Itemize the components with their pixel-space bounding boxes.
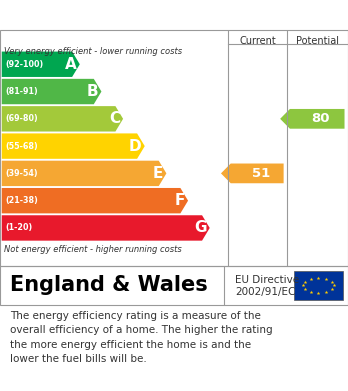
Text: G: G bbox=[194, 221, 207, 235]
Text: England & Wales: England & Wales bbox=[10, 275, 208, 296]
Bar bbox=[294, 271, 343, 300]
Text: Current: Current bbox=[239, 36, 276, 46]
Polygon shape bbox=[2, 188, 188, 213]
Polygon shape bbox=[2, 215, 210, 240]
Text: (69-80): (69-80) bbox=[6, 114, 38, 123]
Polygon shape bbox=[2, 161, 166, 186]
Text: Energy Efficiency Rating: Energy Efficiency Rating bbox=[10, 8, 232, 23]
Text: EU Directive: EU Directive bbox=[235, 274, 299, 285]
Text: (39-54): (39-54) bbox=[6, 169, 38, 178]
Polygon shape bbox=[2, 106, 123, 131]
Text: (55-68): (55-68) bbox=[6, 142, 38, 151]
Text: Not energy efficient - higher running costs: Not energy efficient - higher running co… bbox=[4, 246, 182, 255]
Polygon shape bbox=[2, 133, 145, 159]
Polygon shape bbox=[2, 79, 101, 104]
Text: E: E bbox=[153, 166, 163, 181]
Text: (81-91): (81-91) bbox=[6, 87, 38, 96]
Text: (1-20): (1-20) bbox=[6, 223, 33, 233]
Text: Very energy efficient - lower running costs: Very energy efficient - lower running co… bbox=[4, 47, 182, 56]
Text: D: D bbox=[129, 138, 142, 154]
Text: Potential: Potential bbox=[296, 36, 339, 46]
Text: (92-100): (92-100) bbox=[6, 60, 44, 69]
Text: The energy efficiency rating is a measure of the
overall efficiency of a home. T: The energy efficiency rating is a measur… bbox=[10, 311, 273, 364]
Polygon shape bbox=[2, 52, 80, 77]
Polygon shape bbox=[221, 163, 284, 183]
Text: F: F bbox=[175, 193, 185, 208]
Text: C: C bbox=[109, 111, 120, 126]
Text: 80: 80 bbox=[311, 112, 330, 126]
Text: (21-38): (21-38) bbox=[6, 196, 38, 205]
Text: 51: 51 bbox=[252, 167, 270, 180]
Polygon shape bbox=[280, 109, 345, 129]
Text: B: B bbox=[87, 84, 98, 99]
Text: A: A bbox=[65, 57, 77, 72]
Text: 2002/91/EC: 2002/91/EC bbox=[235, 287, 295, 298]
